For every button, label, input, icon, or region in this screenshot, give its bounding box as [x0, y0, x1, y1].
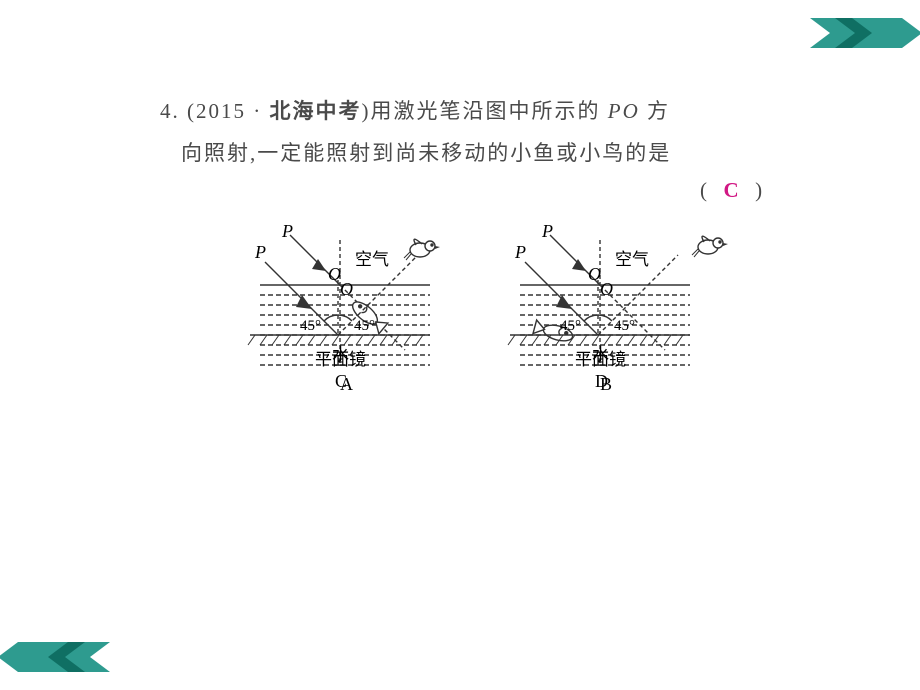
- d-mirror-label: 平面镜: [575, 350, 626, 369]
- source-prefix: (2015 ·: [187, 99, 270, 123]
- c-o-label: O: [340, 279, 353, 299]
- c-label: C: [335, 371, 347, 391]
- c-angle-right: 45°: [354, 318, 375, 334]
- d-o-label: O: [600, 279, 613, 299]
- question-line2: 向照射,一定能照射到尚未移动的小鱼或小鸟的是: [181, 141, 671, 165]
- diagram-d: P O 45° 45° 平面镜 D: [480, 225, 740, 410]
- answer-letter: C: [724, 178, 741, 202]
- po-italic: PO: [608, 99, 640, 123]
- d-p-label: P: [514, 242, 526, 262]
- diagram-d-svg: P O 45° 45° 平面镜 D: [480, 225, 740, 405]
- decor-arrow-bottomleft: [0, 632, 120, 682]
- question-number: 4.: [160, 99, 180, 123]
- c-p-label: P: [254, 242, 266, 262]
- question-block: 4. (2015 · 北海中考)用激光笔沿图中所示的 PO 方 向照射,一定能照…: [160, 90, 800, 174]
- diagrams-container: P O 空气 水 A: [160, 225, 800, 645]
- source-suffix: ): [362, 99, 371, 123]
- diagram-c-svg: P O 45° 45° 平面镜 C: [220, 225, 470, 405]
- line1-tail: 方: [640, 99, 670, 123]
- paren-close: ): [755, 178, 764, 202]
- paren-open: (: [700, 178, 709, 202]
- line1-rest: 用激光笔沿图中所示的: [371, 99, 608, 123]
- decor-arrow-topright: [800, 8, 920, 58]
- source-bold: 北海中考: [270, 99, 362, 123]
- diagram-c: P O 45° 45° 平面镜 C: [220, 225, 470, 410]
- c-mirror-label: 平面镜: [315, 350, 366, 369]
- d-label: D: [595, 371, 608, 391]
- c-angle-left: 45°: [300, 318, 321, 334]
- answer-parentheses: ( C ): [700, 178, 764, 203]
- d-angle-left: 45°: [560, 318, 581, 334]
- d-angle-right: 45°: [614, 318, 635, 334]
